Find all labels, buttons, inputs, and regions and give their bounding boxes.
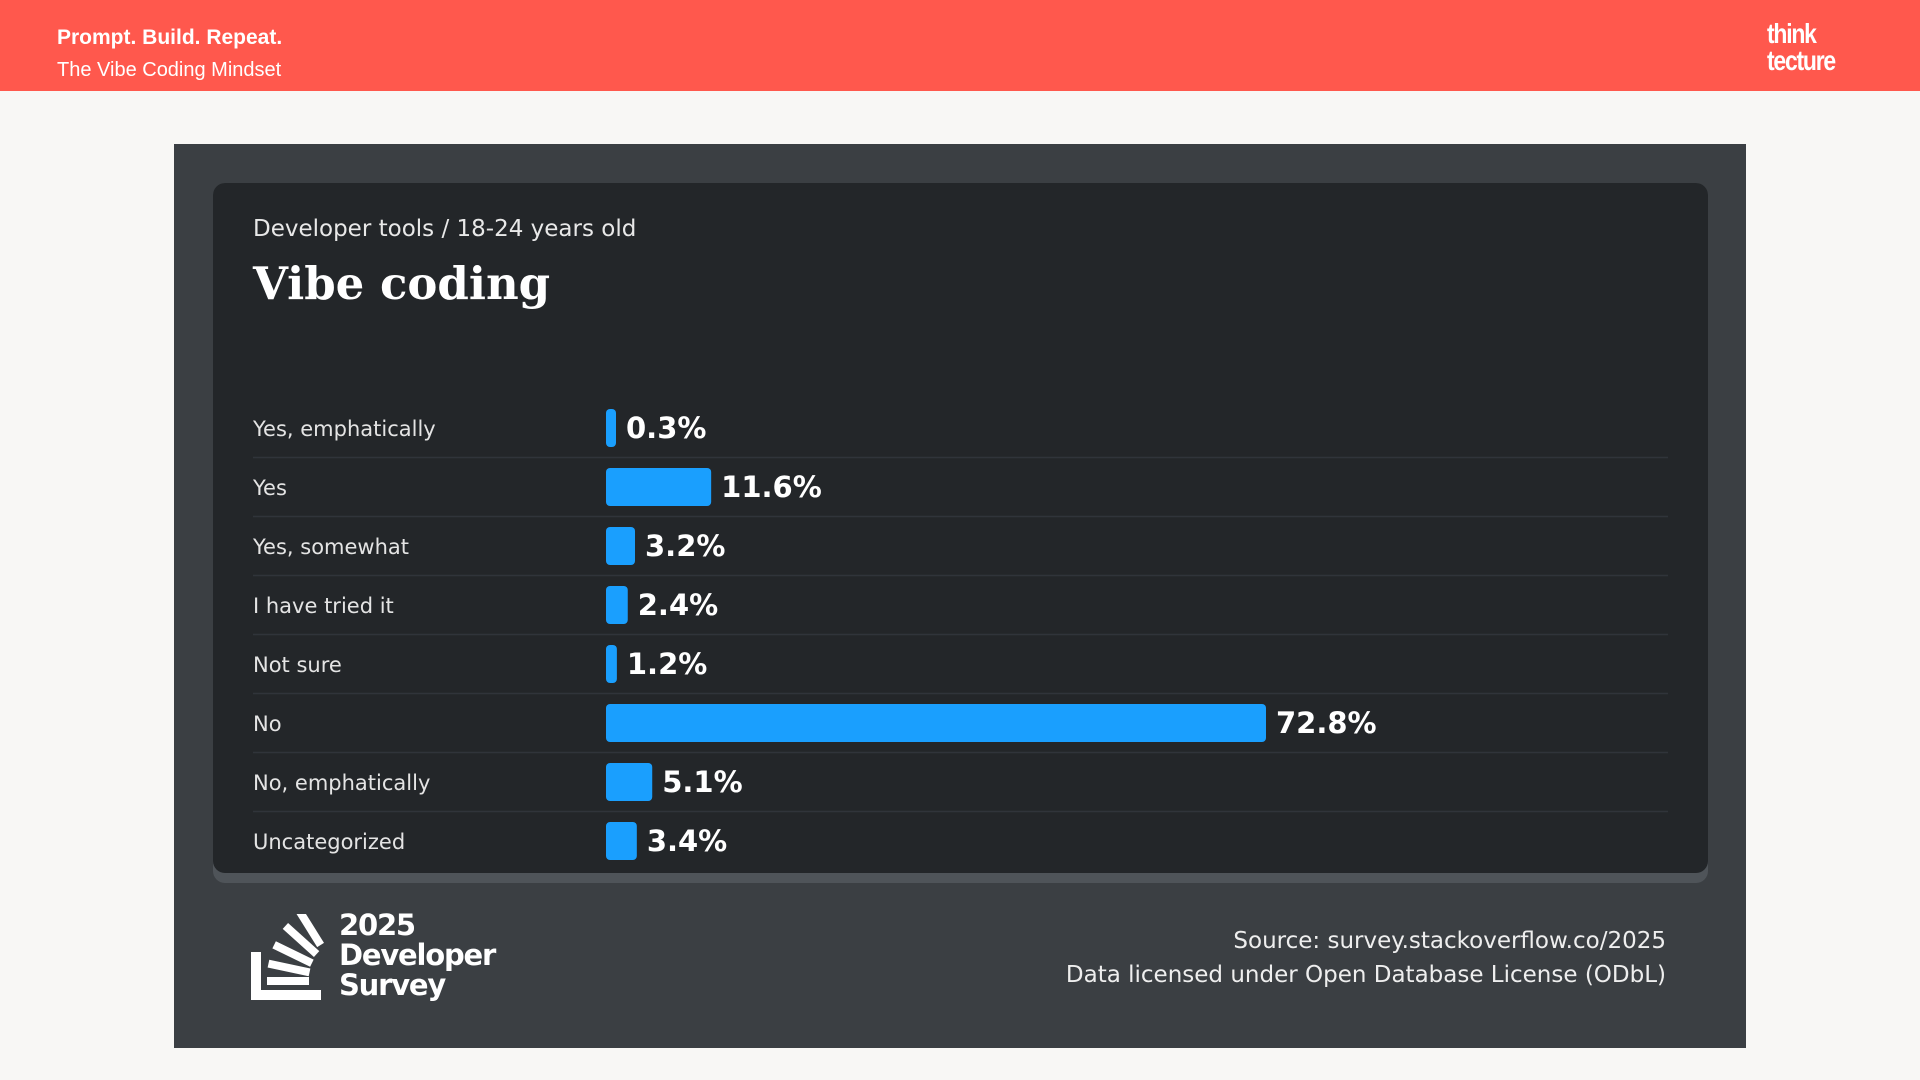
value-label: 11.6%: [721, 470, 822, 504]
category-label: Yes, emphatically: [252, 417, 436, 441]
logo-line-2: tecture: [1767, 45, 1836, 76]
chart-kicker: Developer tools / 18-24 years old: [253, 216, 637, 242]
bar: [606, 409, 616, 447]
header-subtitle: The Vibe Coding Mindset: [57, 59, 282, 81]
bar: [606, 586, 628, 624]
bar: [606, 527, 636, 565]
bar-chart: Yes, emphatically 0.3% Yes 11.6% Yes, somewh…: [252, 409, 1668, 860]
survey-line-developer: Developer: [339, 938, 496, 972]
value-label: 0.3%: [626, 411, 706, 445]
category-label: I have tried it: [253, 594, 394, 618]
value-label: 3.2%: [645, 529, 725, 563]
bar: [606, 645, 617, 683]
logo-line-1: think: [1767, 18, 1817, 49]
bar: [606, 763, 653, 801]
category-label: No, emphatically: [253, 771, 430, 795]
category-label: No: [253, 712, 282, 736]
thinktecture-logo: think tecture: [1767, 18, 1836, 76]
header-title: Prompt. Build. Repeat.: [57, 26, 283, 49]
survey-line-survey: Survey: [339, 968, 446, 1002]
value-label: 1.2%: [627, 647, 707, 681]
chart-title: Vibe coding: [253, 257, 551, 310]
survey-wordmark: 2025 Developer Survey: [339, 908, 496, 1002]
category-label: Not sure: [253, 653, 342, 677]
value-label: 5.1%: [662, 765, 742, 799]
value-label: 2.4%: [638, 588, 718, 622]
bar: [606, 704, 1266, 742]
bar: [606, 822, 637, 860]
value-label: 72.8%: [1276, 706, 1377, 740]
license-text: Data licensed under Open Database Licens…: [1065, 962, 1666, 988]
value-label: 3.4%: [647, 824, 727, 858]
header-bar: Prompt. Build. Repeat. The Vibe Coding M…: [0, 0, 1920, 91]
source-note: Source: survey.stackoverflow.co/2025 Dat…: [1066, 924, 1666, 992]
chart-card: Developer tools / 18-24 years old Vibe c…: [213, 183, 1708, 873]
category-label: Yes, somewhat: [252, 535, 409, 559]
stack-overflow-icon: [251, 914, 324, 1000]
source-link-text: Source: survey.stackoverflow.co/2025: [1233, 928, 1666, 954]
bar: [606, 468, 712, 506]
slide-panel: Developer tools / 18-24 years old Vibe c…: [174, 144, 1746, 1048]
category-label: Yes: [252, 476, 287, 500]
survey-year: 2025: [339, 908, 416, 942]
category-label: Uncategorized: [253, 830, 405, 854]
